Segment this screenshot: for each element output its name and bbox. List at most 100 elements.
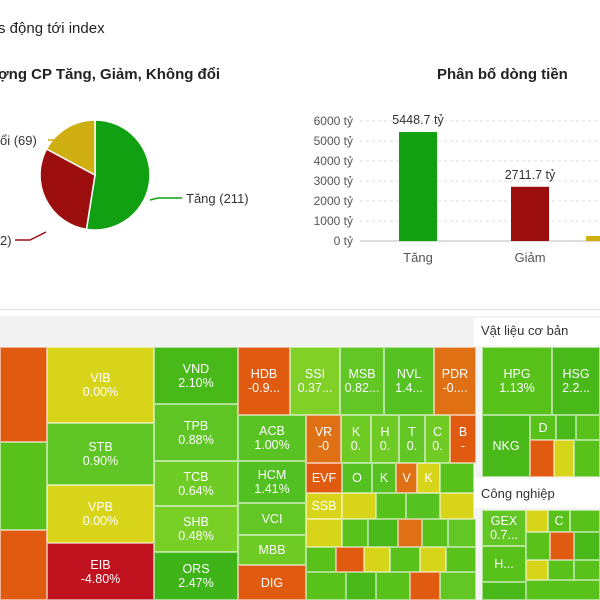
treemap-tile[interactable]: EVF bbox=[306, 463, 342, 493]
treemap-tile[interactable]: H 0. bbox=[371, 415, 399, 463]
treemap-tile-small[interactable] bbox=[550, 532, 574, 560]
treemap-tile-small[interactable] bbox=[342, 519, 368, 547]
treemap-tile[interactable]: TPB 0.88% bbox=[154, 404, 238, 461]
treemap-tile-small[interactable] bbox=[526, 560, 548, 580]
treemap-tile-small[interactable] bbox=[482, 582, 526, 600]
treemap-tile[interactable]: SSI 0.37... bbox=[290, 347, 340, 415]
treemap-tile[interactable]: VR -0 bbox=[306, 415, 341, 463]
treemap-tile[interactable]: GEX 0.7... bbox=[482, 510, 526, 546]
treemap-tile[interactable]: C bbox=[548, 510, 570, 532]
pie-leader-up bbox=[149, 197, 182, 201]
treemap-tile-small[interactable] bbox=[368, 519, 398, 547]
treemap-tile-small[interactable] bbox=[574, 560, 600, 580]
treemap-tile-small[interactable] bbox=[554, 440, 574, 477]
treemap-tile[interactable]: ACB 1.00% bbox=[238, 415, 306, 461]
treemap-tile-small[interactable] bbox=[526, 580, 600, 600]
treemap-tile[interactable]: DIG bbox=[238, 565, 306, 600]
treemap-tile[interactable]: D bbox=[530, 415, 556, 440]
treemap-tile[interactable]: K bbox=[417, 463, 440, 493]
treemap-tile[interactable]: ORS 2.47% bbox=[154, 552, 238, 600]
treemap-tile-small[interactable] bbox=[576, 415, 600, 440]
treemap-tile-small[interactable] bbox=[306, 547, 336, 572]
y-tick-label: 4000 tỷ bbox=[314, 154, 353, 168]
treemap-tile[interactable]: K 0. bbox=[341, 415, 371, 463]
tile-change: 0.00% bbox=[82, 385, 119, 399]
treemap-tile[interactable]: STB 0.90% bbox=[47, 423, 154, 485]
treemap-tile[interactable]: K bbox=[372, 463, 396, 493]
treemap-tile-small[interactable] bbox=[306, 572, 346, 600]
treemap-tile[interactable]: V bbox=[396, 463, 417, 493]
market-treemap: VIB 0.00% STB 0.90% VPB 0.00% EIB -4.80% VND 2.10… bbox=[0, 316, 600, 600]
treemap-tile-small[interactable] bbox=[398, 519, 422, 547]
treemap-tile[interactable] bbox=[0, 347, 47, 442]
treemap-tile[interactable]: NVL 1.4... bbox=[384, 347, 434, 415]
treemap-tile[interactable]: MBB bbox=[238, 535, 306, 565]
treemap-tile[interactable]: SSB bbox=[306, 493, 342, 519]
treemap-tile-small[interactable] bbox=[390, 547, 420, 572]
treemap-tile-small[interactable] bbox=[336, 547, 364, 572]
treemap-tile-small[interactable] bbox=[440, 572, 476, 600]
treemap-tile-small[interactable] bbox=[440, 463, 474, 493]
treemap-tile-small[interactable] bbox=[440, 493, 474, 519]
treemap-tile[interactable] bbox=[0, 530, 47, 600]
treemap-tile[interactable]: HDB -0.9... bbox=[238, 347, 290, 415]
treemap-tile-small[interactable] bbox=[342, 493, 376, 519]
treemap-tile-small[interactable] bbox=[574, 440, 600, 477]
treemap-tile-small[interactable] bbox=[306, 519, 342, 547]
treemap-tile-small[interactable] bbox=[420, 547, 446, 572]
treemap-tile[interactable]: HPG 1.13% bbox=[482, 347, 552, 415]
tile-symbol: HDB bbox=[250, 367, 278, 381]
treemap-tile-small[interactable] bbox=[364, 547, 390, 572]
bar-up[interactable] bbox=[399, 132, 437, 241]
tile-symbol: H bbox=[380, 425, 390, 439]
treemap-tile[interactable]: C 0. bbox=[425, 415, 450, 463]
treemap-tile-small[interactable] bbox=[556, 415, 576, 440]
treemap-tile[interactable] bbox=[0, 442, 47, 530]
treemap-tile-small[interactable] bbox=[376, 572, 410, 600]
treemap-tile[interactable]: VIB 0.00% bbox=[47, 347, 154, 423]
bar-value-down: 2711.7 tỷ bbox=[505, 168, 556, 182]
tile-symbol: PDR bbox=[441, 367, 469, 381]
treemap-tile-small[interactable] bbox=[570, 510, 600, 532]
treemap-tile[interactable]: NKG bbox=[482, 415, 530, 477]
treemap-tile-small[interactable] bbox=[422, 519, 448, 547]
treemap-tile[interactable]: VPB 0.00% bbox=[47, 485, 154, 543]
treemap-tile[interactable]: EIB -4.80% bbox=[47, 543, 154, 600]
treemap-tile[interactable]: VND 2.10% bbox=[154, 347, 238, 404]
tile-symbol: SSB bbox=[311, 499, 337, 513]
bar-down[interactable] bbox=[511, 186, 549, 241]
pie-slice-unchanged[interactable] bbox=[45, 119, 96, 177]
treemap-tile-small[interactable] bbox=[526, 532, 550, 560]
pie-slice-down[interactable] bbox=[39, 147, 96, 231]
treemap-tile[interactable]: HSG 2.2... bbox=[552, 347, 600, 415]
tile-change: 2.2... bbox=[562, 381, 590, 395]
treemap-tile-small[interactable] bbox=[406, 493, 440, 519]
treemap-tile-small[interactable] bbox=[410, 572, 440, 600]
section-title: s động tới index bbox=[0, 20, 105, 37]
treemap-tile[interactable]: O bbox=[342, 463, 372, 493]
treemap-tile[interactable]: B- bbox=[450, 415, 476, 463]
treemap-tile-small[interactable] bbox=[446, 547, 476, 572]
treemap-tile[interactable]: TCB 0.64% bbox=[154, 461, 238, 506]
treemap-tile-small[interactable] bbox=[548, 560, 574, 580]
treemap-tile-small[interactable] bbox=[574, 532, 600, 560]
treemap-tile[interactable]: H... bbox=[482, 546, 526, 582]
treemap-tile-small[interactable] bbox=[448, 519, 476, 547]
treemap-tile[interactable]: MSB 0.82... bbox=[340, 347, 384, 415]
sector-label-industrial: Công nghiệp bbox=[478, 486, 555, 501]
sector-label-basic-materials: Vật liệu cơ bản bbox=[478, 323, 569, 338]
treemap-tile-small[interactable] bbox=[346, 572, 376, 600]
tile-change: -0.... bbox=[442, 381, 468, 395]
treemap-tile-small[interactable] bbox=[376, 493, 406, 519]
treemap-tile[interactable]: T 0. bbox=[399, 415, 425, 463]
treemap-tile[interactable]: SHB 0.48% bbox=[154, 506, 238, 552]
bar-category-down: Giảm bbox=[514, 250, 545, 265]
tile-change: 0. bbox=[379, 439, 391, 453]
bar-unchanged[interactable] bbox=[586, 236, 600, 241]
treemap-tile[interactable]: HCM 1.41% bbox=[238, 461, 306, 503]
treemap-tile[interactable]: VCI bbox=[238, 503, 306, 535]
treemap-tile[interactable]: PDR -0.... bbox=[434, 347, 476, 415]
treemap-tile-small[interactable] bbox=[530, 440, 554, 477]
treemap-tile-small[interactable] bbox=[526, 510, 548, 532]
pie-slice-up[interactable] bbox=[85, 119, 151, 231]
